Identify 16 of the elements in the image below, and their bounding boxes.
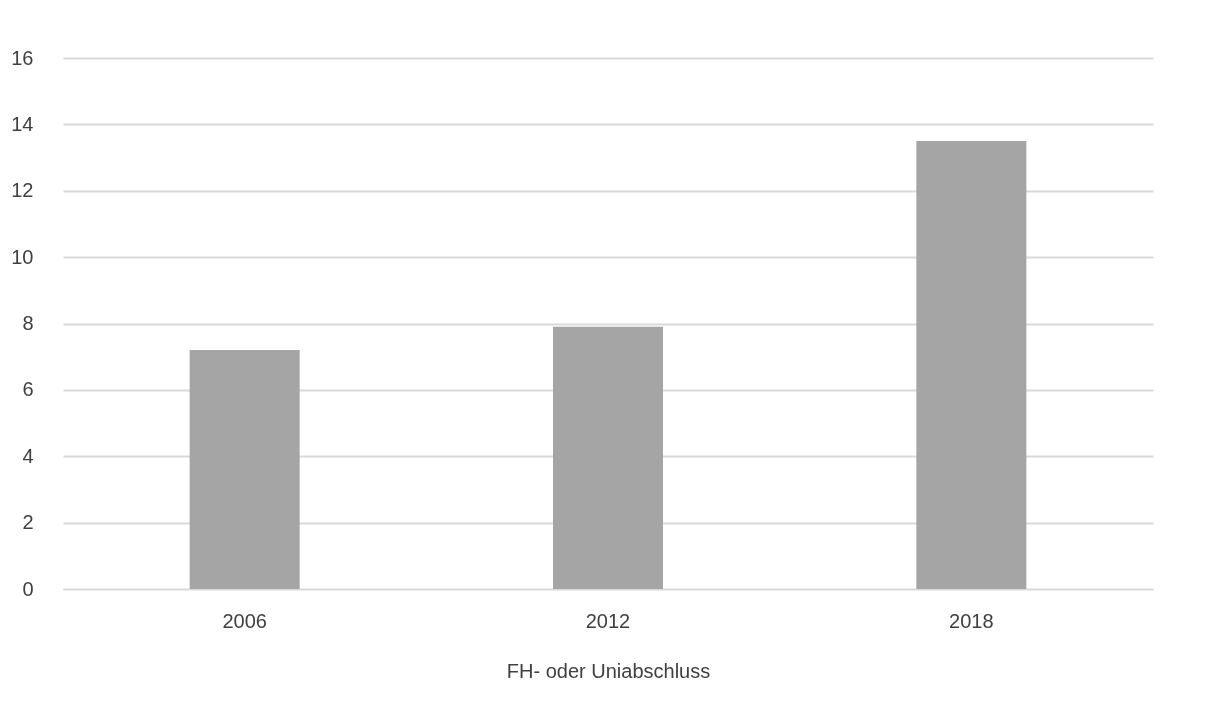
y-tick-label: 4 [22, 444, 34, 467]
x-tick-label: 2012 [585, 609, 631, 632]
bar [553, 326, 663, 589]
bar [189, 350, 300, 589]
y-tick-label: 6 [22, 378, 34, 401]
y-tick-label: 16 [11, 46, 34, 69]
x-tick-label: 2006 [222, 609, 267, 632]
y-tick-label: 0 [22, 577, 34, 600]
y-tick-label: 2 [22, 511, 34, 534]
y-tick-label: 12 [11, 179, 34, 202]
x-axis-title: FH- oder Uniabschluss [506, 659, 711, 682]
y-tick-label: 14 [11, 112, 34, 135]
y-tick-label: 10 [11, 245, 34, 268]
x-tick-label: 2018 [949, 609, 994, 632]
bar [916, 140, 1027, 589]
y-tick-label: 8 [22, 312, 34, 334]
